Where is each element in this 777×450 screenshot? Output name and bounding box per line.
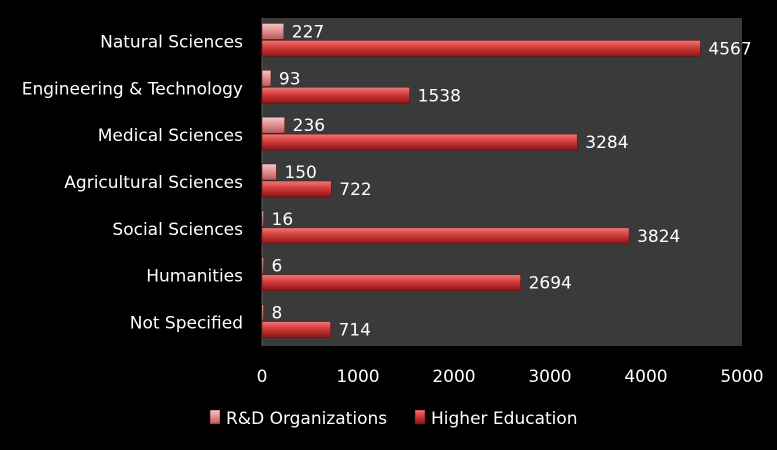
rd-organizations-bar	[261, 116, 285, 134]
rd-organizations-bar	[261, 23, 285, 40]
data-label: 2694	[529, 274, 572, 294]
data-label: 93	[279, 69, 301, 89]
rd-organizations-bar	[261, 257, 264, 274]
data-label: 16	[272, 210, 294, 230]
rd-organizations-bar	[261, 70, 272, 87]
data-label: 8	[272, 304, 283, 324]
x-tick-label: 2000	[432, 367, 475, 387]
data-label: 4567	[708, 39, 751, 59]
higher-education-bar	[261, 133, 578, 151]
data-label: 227	[292, 22, 324, 42]
higher-education-bar	[261, 321, 331, 338]
category-label: Agricultural Sciences	[64, 173, 243, 193]
x-tick-label: 3000	[528, 367, 571, 387]
higher-education-bar	[261, 227, 630, 245]
legend: R&D Organizations Higher Education	[209, 409, 578, 429]
category-label: Natural Sciences	[100, 32, 243, 52]
category-label: Humanities	[146, 267, 243, 287]
rd-organizations-bar	[261, 163, 277, 181]
x-tick-label: 0	[257, 367, 268, 387]
data-label: 714	[339, 321, 371, 341]
x-tick-label: 1000	[336, 367, 379, 387]
data-label: 236	[293, 116, 325, 136]
data-label: 1538	[418, 86, 461, 106]
category-label: Not Specified	[130, 314, 243, 334]
data-label: 722	[339, 180, 371, 200]
higher-education-bar	[261, 274, 521, 291]
higher-education-bar	[261, 87, 410, 104]
plot-area	[262, 18, 742, 346]
rd-organizations-bar	[261, 210, 264, 228]
category-label: Medical Sciences	[98, 126, 243, 146]
x-tick-label: 4000	[624, 367, 667, 387]
data-label: 3284	[585, 133, 628, 153]
data-label: 6	[272, 257, 283, 277]
rd-organizations-bar	[261, 304, 264, 321]
category-label: Social Sciences	[112, 220, 243, 240]
legend-label: R&D Organizations	[226, 409, 387, 429]
legend-swatch-higher-education	[414, 409, 426, 425]
higher-education-bar	[261, 180, 332, 198]
x-tick-label: 5000	[720, 367, 763, 387]
legend-label: Higher Education	[431, 409, 578, 429]
bars-group: 227 4567 93 1538 236 3284 150 722 16 3824 6 2694 8 71…	[261, 22, 752, 341]
legend-swatch-rd-organizations	[209, 409, 221, 425]
category-labels-group: Natural Sciences Engineering & Technology…	[22, 32, 243, 333]
higher-education-bar	[261, 40, 701, 57]
data-label: 150	[284, 163, 316, 183]
x-tick-labels-group: 0 1000 2000 3000 4000 5000	[257, 367, 764, 387]
category-label: Engineering & Technology	[22, 79, 243, 99]
data-label: 3824	[637, 227, 680, 247]
